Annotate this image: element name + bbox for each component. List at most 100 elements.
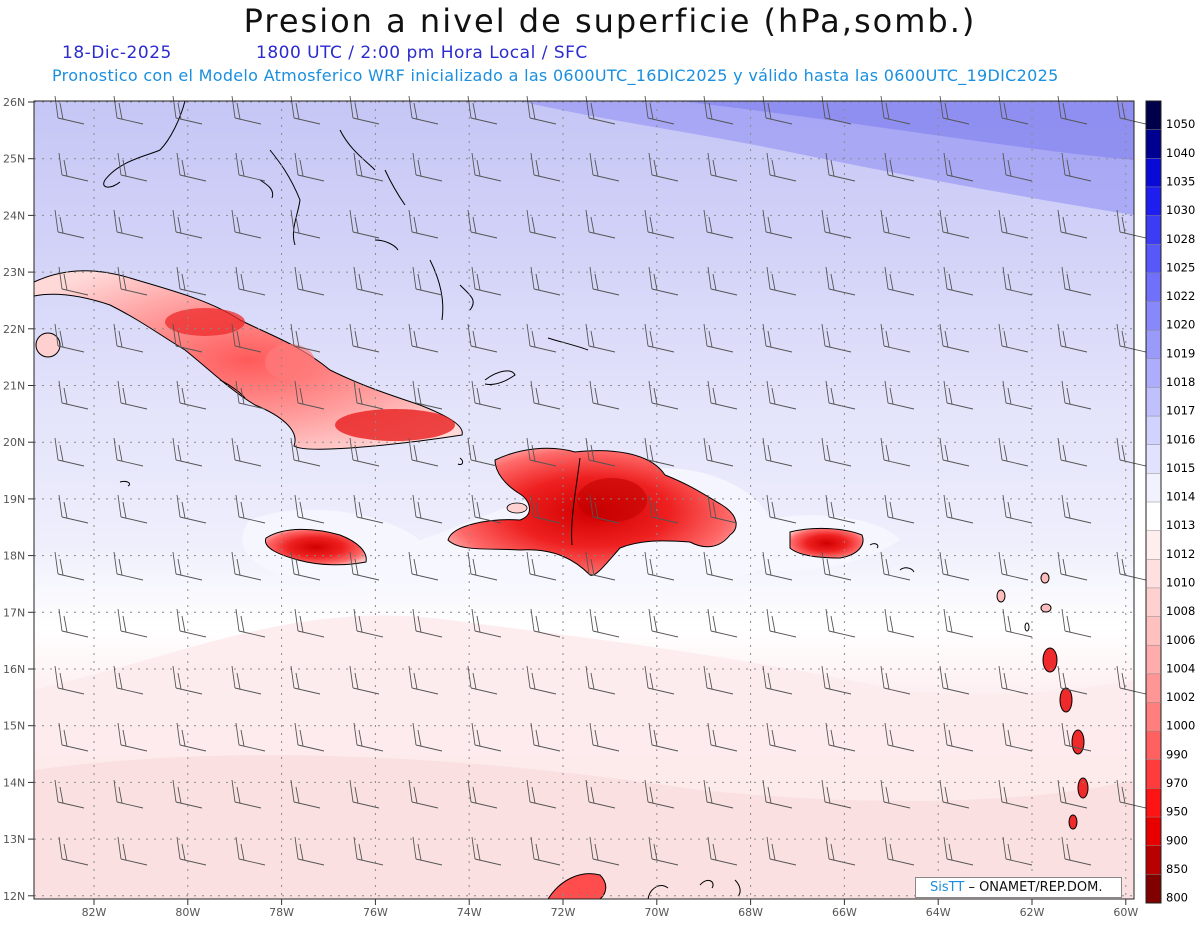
colorbar-swatch bbox=[1146, 301, 1161, 331]
wind-barb bbox=[1061, 494, 1092, 524]
coastlines-minor bbox=[103, 100, 1089, 900]
wind-barb bbox=[412, 836, 443, 866]
wind-barb bbox=[589, 380, 620, 410]
wind-barb bbox=[766, 608, 797, 638]
wind-barb bbox=[825, 836, 856, 866]
wind-barb bbox=[644, 665, 675, 695]
wind-barb bbox=[884, 494, 915, 524]
wind-barb bbox=[762, 779, 793, 809]
wind-barb bbox=[530, 266, 561, 296]
colorbar-label: 1019 bbox=[1166, 346, 1195, 360]
wind-barb bbox=[353, 722, 384, 752]
wind-barb bbox=[176, 380, 207, 410]
wind-barb bbox=[998, 665, 1029, 695]
wind-barb bbox=[471, 494, 502, 524]
colorbar-swatch bbox=[1146, 845, 1161, 875]
wind-barb bbox=[294, 380, 325, 410]
colorbar-swatch bbox=[1146, 215, 1161, 245]
wind-barb bbox=[117, 836, 148, 866]
colorbar-swatch bbox=[1146, 673, 1161, 703]
wind-barb bbox=[762, 665, 793, 695]
wind-barb bbox=[471, 608, 502, 638]
wind-barb bbox=[648, 608, 679, 638]
colorbar-label: 1010 bbox=[1166, 575, 1195, 589]
wind-barb bbox=[880, 551, 911, 581]
wind-barb bbox=[703, 323, 734, 353]
wind-barb bbox=[766, 494, 797, 524]
wind-barb bbox=[231, 437, 262, 467]
wind-barb bbox=[648, 836, 679, 866]
wind-barb bbox=[408, 323, 439, 353]
wind-barb bbox=[762, 323, 793, 353]
wind-barb bbox=[821, 323, 852, 353]
colorbar-swatch bbox=[1146, 817, 1161, 847]
wind-barb bbox=[235, 608, 266, 638]
wind-barb bbox=[235, 266, 266, 296]
lat-label: 24N bbox=[3, 209, 25, 222]
wind-barb bbox=[998, 323, 1029, 353]
colorbar-swatch bbox=[1146, 559, 1161, 589]
wind-barb bbox=[939, 779, 970, 809]
wind-barb bbox=[703, 95, 734, 125]
wind-barb bbox=[526, 437, 557, 467]
colorbar-swatch bbox=[1146, 645, 1161, 675]
wind-barb bbox=[766, 266, 797, 296]
lat-label: 14N bbox=[3, 776, 25, 789]
colorbar-label: 850 bbox=[1166, 862, 1188, 876]
wind-barb bbox=[176, 836, 207, 866]
colorbar-label: 990 bbox=[1166, 747, 1188, 761]
wind-barb bbox=[290, 551, 321, 581]
latitude-labels: 26N 25N 24N 23N 22N 21N 20N 19N 18N 17N 16N 15N 14N 1… bbox=[3, 96, 34, 903]
colorbar-swatch bbox=[1146, 702, 1161, 732]
lon-label: 68W bbox=[738, 906, 763, 919]
lon-label: 70W bbox=[644, 906, 669, 919]
wind-barb bbox=[471, 152, 502, 182]
wind-barb bbox=[412, 266, 443, 296]
wind-barb bbox=[526, 779, 557, 809]
wind-barb bbox=[585, 551, 616, 581]
wind-barb bbox=[1061, 722, 1092, 752]
colorbar-label: 1050 bbox=[1166, 117, 1195, 131]
wind-barb bbox=[290, 323, 321, 353]
lon-label: 60W bbox=[1113, 906, 1138, 919]
wind-barb bbox=[825, 722, 856, 752]
wind-barb bbox=[172, 323, 203, 353]
colorbar-swatch bbox=[1146, 244, 1161, 274]
wind-barb bbox=[1057, 95, 1088, 125]
wind-barb bbox=[54, 323, 85, 353]
wind-barb bbox=[766, 380, 797, 410]
wind-barb bbox=[703, 665, 734, 695]
wind-barb bbox=[54, 437, 85, 467]
wind-barb bbox=[58, 722, 89, 752]
wind-barb bbox=[1057, 551, 1088, 581]
wind-barb bbox=[467, 779, 498, 809]
sistt-logo: SisTT bbox=[930, 880, 965, 895]
wind-barb bbox=[1116, 95, 1147, 125]
wind-barb bbox=[176, 266, 207, 296]
wind-barb bbox=[585, 95, 616, 125]
wind-barb bbox=[707, 608, 738, 638]
lat-label: 16N bbox=[3, 663, 25, 676]
wind-barbs bbox=[54, 95, 1147, 866]
wind-barb bbox=[530, 608, 561, 638]
wind-barb bbox=[762, 209, 793, 239]
colorbar-label: 800 bbox=[1166, 891, 1188, 905]
wind-barb bbox=[467, 551, 498, 581]
wind-barb bbox=[762, 437, 793, 467]
wind-barb bbox=[943, 722, 974, 752]
wind-barb bbox=[1057, 779, 1088, 809]
colorbar-swatch bbox=[1146, 502, 1161, 532]
wind-barb bbox=[408, 209, 439, 239]
wind-barb bbox=[880, 209, 911, 239]
lon-label: 62W bbox=[1020, 906, 1045, 919]
wind-barb bbox=[349, 323, 380, 353]
colorbar-swatch bbox=[1146, 874, 1161, 904]
wind-barb bbox=[1002, 152, 1033, 182]
wind-barb bbox=[176, 608, 207, 638]
wind-barb bbox=[412, 152, 443, 182]
wind-barb bbox=[231, 779, 262, 809]
wind-barb bbox=[231, 209, 262, 239]
wind-barb bbox=[821, 779, 852, 809]
wind-barb bbox=[939, 209, 970, 239]
wind-barb bbox=[58, 494, 89, 524]
